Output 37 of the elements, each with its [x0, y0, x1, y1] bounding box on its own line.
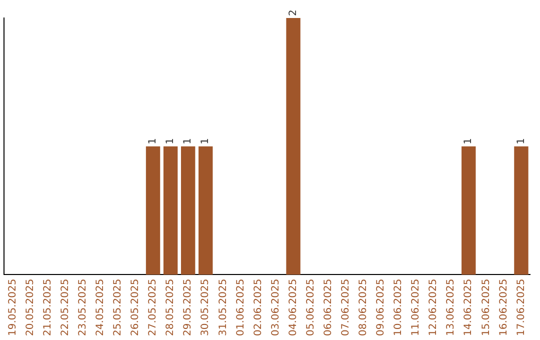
x-tick-label: 08.06.2025: [358, 278, 370, 336]
x-tick-label: 12.06.2025: [428, 278, 440, 336]
x-tick-label: 16.06.2025: [498, 278, 510, 336]
x-tick-label: 15.06.2025: [480, 278, 492, 336]
x-tick-label: 17.06.2025: [516, 278, 527, 336]
x-tick-label: 24.05.2025: [95, 278, 106, 336]
x-tick-label: 19.05.2025: [7, 278, 18, 336]
x-tick-label: 01.06.2025: [235, 278, 246, 336]
x-tick-label: 29.05.2025: [182, 278, 194, 336]
data-label: 1: [165, 138, 176, 144]
data-label: 1: [516, 138, 527, 144]
x-tick-label: 20.05.2025: [24, 278, 36, 336]
x-tick-label: 31.05.2025: [218, 278, 229, 336]
data-label: 2: [288, 10, 299, 16]
x-tick-label: 25.05.2025: [112, 278, 124, 336]
x-tick-label: 14.06.2025: [463, 278, 474, 336]
x-tick-label: 05.06.2025: [305, 278, 316, 336]
x-tick-label: 28.05.2025: [165, 278, 176, 336]
x-tick-label: 22.05.2025: [60, 278, 71, 336]
x-tick-label: 02.06.2025: [252, 278, 264, 336]
x-tick-label: 06.06.2025: [322, 278, 334, 336]
data-label: 1: [463, 138, 474, 144]
x-tick-label: 09.06.2025: [376, 278, 387, 336]
x-tick-label: 04.06.2025: [288, 278, 299, 336]
x-tick-label: 21.05.2025: [42, 278, 54, 336]
x-tick-label: 07.06.2025: [340, 278, 352, 336]
x-tick-label: 30.05.2025: [200, 278, 212, 336]
x-tick-label: 23.05.2025: [77, 278, 88, 336]
data-label: 1: [148, 138, 159, 144]
x-tick-label: 10.06.2025: [393, 278, 404, 336]
x-tick-label: 27.05.2025: [148, 278, 159, 336]
x-tick-label: 11.06.2025: [410, 278, 422, 336]
data-label: 1: [200, 138, 212, 144]
data-label: 1: [182, 138, 194, 144]
x-tick-label: 03.06.2025: [270, 278, 282, 336]
x-tick-label: 26.05.2025: [130, 278, 142, 336]
x-tick-label: 13.06.2025: [446, 278, 457, 336]
